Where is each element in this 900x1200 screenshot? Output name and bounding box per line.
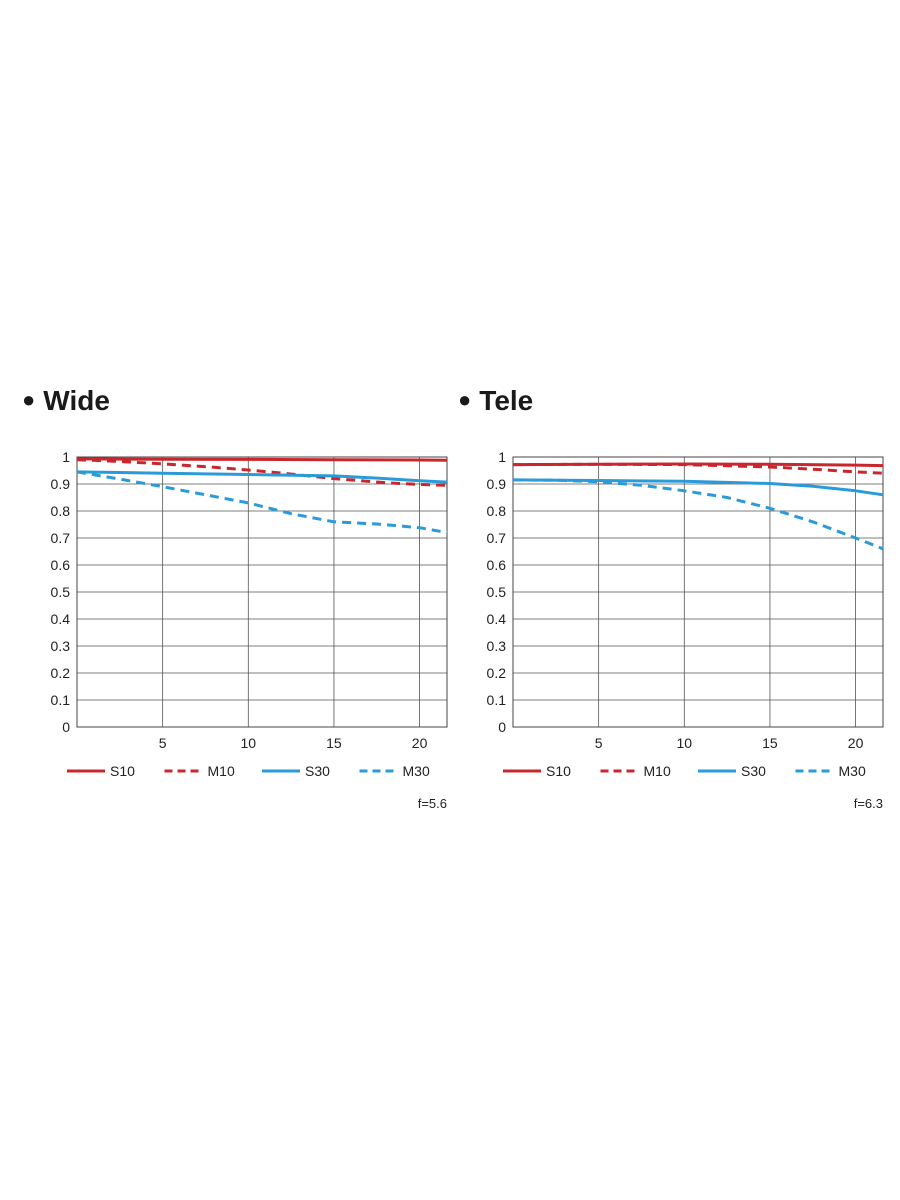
series-line-s10 — [76, 457, 448, 462]
y-tick-label: 0.3 — [487, 638, 507, 654]
y-tick-label: 0.7 — [487, 530, 507, 546]
series-line-m10 — [512, 462, 884, 475]
x-tick-label: 20 — [848, 735, 864, 751]
chart-panel-tele: ● Tele 0 0.1 0.2 0.3 0.4 0.5 0.6 0.7 0.8 0.9 1 5 10 15… — [458, 385, 898, 815]
y-tick-label: 1 — [498, 449, 506, 465]
series-line-s10 — [512, 462, 884, 468]
legend-label-s10: S10 — [546, 763, 571, 779]
series-line-s30 — [76, 470, 448, 484]
chart-title-tele: ● Tele — [458, 385, 533, 417]
y-tick-label: 0.5 — [51, 584, 71, 600]
series-line-m30 — [76, 470, 448, 535]
bullet-icon: ● — [22, 387, 36, 412]
chart-panel-wide: ● Wide 0 0.1 0.2 0.3 0.4 0.5 0.6 0.7 0.8 0.9 1 5 10 15… — [22, 385, 462, 815]
chart-title-text: Wide — [43, 385, 110, 416]
y-tick-label: 0.3 — [51, 638, 71, 654]
bullet-icon: ● — [458, 387, 472, 412]
legend-label-m10: M10 — [644, 763, 671, 779]
aperture-label: f=5.6 — [418, 796, 447, 811]
y-tick-label: 0 — [498, 719, 506, 735]
y-tick-label: 0.7 — [51, 530, 71, 546]
legend-label-m30: M30 — [839, 763, 866, 779]
chart-title-text: Tele — [479, 385, 534, 416]
y-tick-label: 0.2 — [487, 665, 507, 681]
aperture-label: f=6.3 — [854, 796, 883, 811]
y-tick-label: 1 — [62, 449, 70, 465]
y-tick-label: 0.9 — [51, 476, 71, 492]
legend-label-s10: S10 — [110, 763, 135, 779]
series-line-s30 — [512, 478, 884, 497]
y-tick-label: 0.5 — [487, 584, 507, 600]
series-line-m30 — [512, 478, 884, 551]
x-tick-label: 15 — [762, 735, 778, 751]
y-tick-label: 0.9 — [487, 476, 507, 492]
x-tick-label: 10 — [677, 735, 693, 751]
plot-frame — [76, 456, 448, 728]
legend-label-s30: S30 — [305, 763, 330, 779]
x-tick-label: 20 — [412, 735, 428, 751]
x-tick-label: 5 — [159, 735, 167, 751]
y-tick-label: 0 — [62, 719, 70, 735]
legend-label-m30: M30 — [403, 763, 430, 779]
y-tick-label: 0.6 — [487, 557, 507, 573]
legend-label-s30: S30 — [741, 763, 766, 779]
legend-label-m10: M10 — [208, 763, 235, 779]
y-tick-label: 0.6 — [51, 557, 71, 573]
x-tick-label: 10 — [241, 735, 257, 751]
chart-title-wide: ● Wide — [22, 385, 110, 417]
y-tick-label: 0.1 — [487, 692, 507, 708]
y-tick-label: 0.4 — [51, 611, 71, 627]
plot-frame — [512, 456, 884, 728]
y-tick-label: 0.8 — [51, 503, 71, 519]
y-tick-label: 0.1 — [51, 692, 71, 708]
y-tick-label: 0.8 — [487, 503, 507, 519]
y-tick-label: 0.2 — [51, 665, 71, 681]
y-tick-label: 0.4 — [487, 611, 507, 627]
series-line-m10 — [76, 458, 448, 487]
x-tick-label: 5 — [595, 735, 603, 751]
x-tick-label: 15 — [326, 735, 342, 751]
